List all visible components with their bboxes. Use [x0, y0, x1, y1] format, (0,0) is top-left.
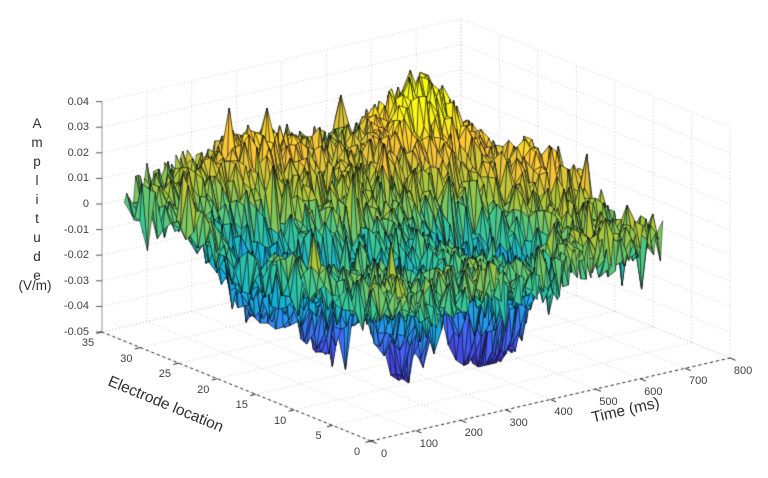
surface-plot-canvas — [0, 0, 768, 478]
surface-figure: Amplitude (V/m) Electrode location Time … — [0, 0, 768, 478]
